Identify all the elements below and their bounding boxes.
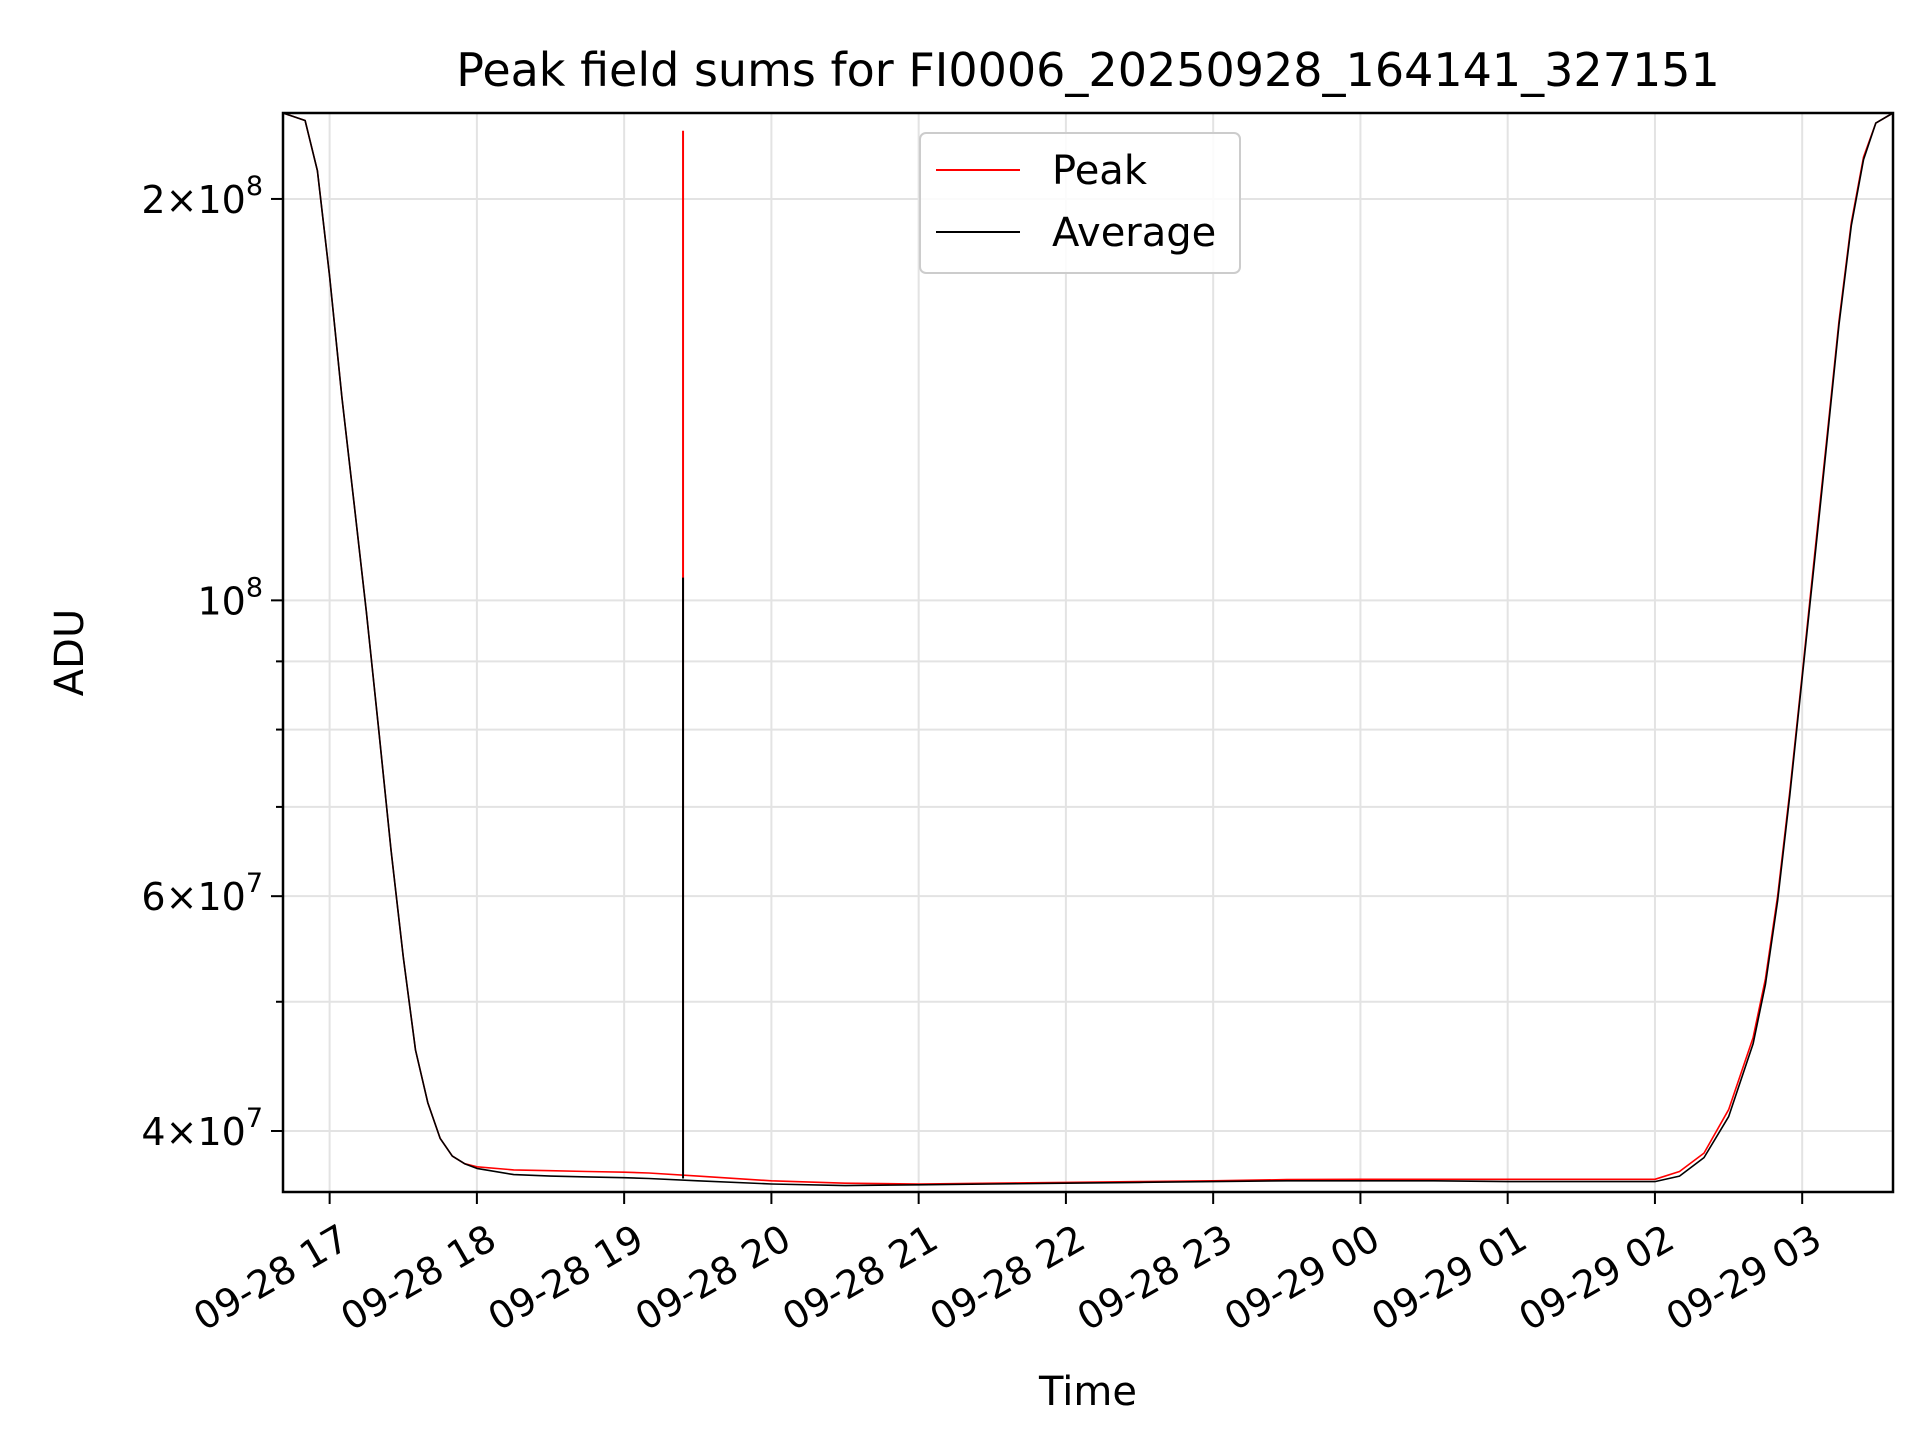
series-line-average [282,112,1894,1187]
y-tick-times: ×10 [166,178,246,222]
y-tick-exponent: 7 [246,868,263,899]
legend-label-average: Average [1052,210,1216,256]
y-tick-times: ×10 [166,875,246,919]
legend: Peak Average [919,132,1241,274]
y-axis-label: ADU [47,609,93,696]
y-tick-base: 6 [141,875,165,919]
y-tick-label: 108 [197,572,263,623]
x-axis-label: Time [1038,1369,1137,1415]
plot-frame [281,111,1895,1194]
legend-box [919,132,1241,274]
series-layer [282,112,1894,1187]
y-tick-exponent: 8 [246,171,263,202]
y-tick-base: 2 [141,178,165,222]
grid [283,113,1893,1192]
y-tick-label: 4×107 [141,1103,263,1154]
y-tick-exponent: 8 [246,572,263,603]
y-tick-times: ×10 [166,1110,246,1154]
chart-title: Peak field sums for FI0006_20250928_1641… [456,43,1720,97]
y-tick-base: 4 [141,1110,165,1154]
legend-label-peak: Peak [1052,148,1148,194]
y-tick-label: 6×107 [141,868,263,919]
y-tick-ten: 10 [197,579,245,623]
y-tick-label: 2×108 [141,171,263,222]
y-tick-exponent: 7 [246,1103,263,1134]
